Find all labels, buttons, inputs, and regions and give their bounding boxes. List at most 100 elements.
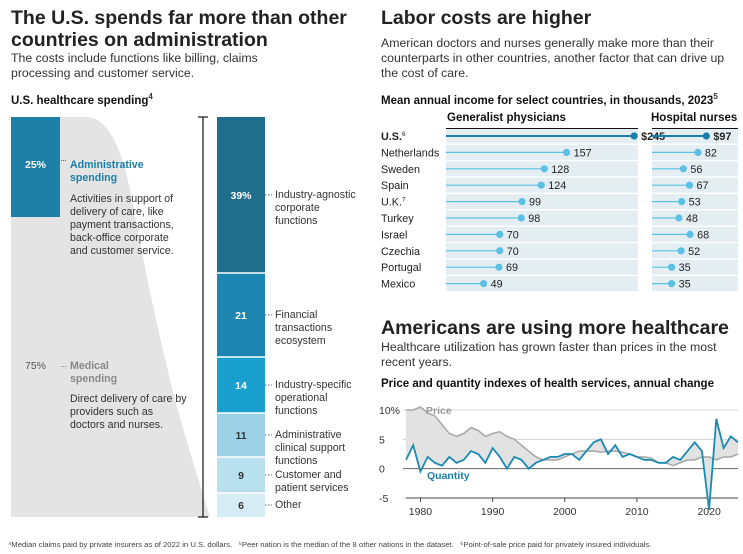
index-subtitle: Price and quantity indexes of health ser… (381, 378, 714, 390)
physician-dot (517, 214, 525, 222)
physician-track (446, 243, 638, 259)
physician-track (446, 226, 638, 242)
breakdown-value: 39% (230, 190, 252, 202)
country-label: Mexico (381, 279, 415, 291)
physician-value: 49 (491, 279, 503, 291)
nurse-value: 56 (690, 164, 702, 176)
nurse-dot (694, 148, 702, 156)
admin-bar (11, 117, 60, 217)
nurse-value: 35 (679, 279, 691, 291)
breakdown-bars: 39% 21 14 11 9 6 (217, 117, 272, 517)
nurse-value: 67 (697, 180, 709, 192)
breakdown-value: 14 (235, 380, 247, 392)
bottom-description: Healthcare utilization has grown faster … (381, 340, 717, 369)
nurse-value: 82 (705, 147, 717, 159)
x-tick: 1990 (481, 506, 505, 518)
nurse-track (652, 210, 738, 226)
breakdown-value: 9 (238, 470, 244, 482)
col-nurses: Hospital nurses (651, 112, 738, 124)
medical-bar (11, 217, 60, 517)
nurse-value: 68 (697, 229, 709, 241)
x-tick: 1980 (409, 506, 433, 518)
physician-value: 98 (528, 213, 540, 225)
x-tick: 2000 (553, 506, 577, 518)
footnote-5: ⁵Peer nation is the median of the 8 othe… (238, 540, 454, 549)
physician-dot (537, 181, 545, 189)
income-subtitle-text: Mean annual income for select countries,… (381, 94, 714, 107)
country-label: Sweden (381, 164, 420, 176)
admin-leader (61, 160, 66, 161)
physician-dot (540, 165, 548, 173)
breakdown-segment (217, 357, 265, 413)
left-subtitle: U.S. healthcare spending4 (11, 90, 153, 108)
breakdown-value: 21 (235, 310, 247, 322)
medical-label: Medical spending (70, 360, 118, 385)
breakdown-segment (217, 273, 265, 357)
medical-pct: 75% (24, 360, 46, 372)
physician-dot (518, 198, 526, 206)
col-physicians: Generalist physicians (447, 112, 566, 124)
left-subtitle-note: 4 (148, 92, 153, 101)
admin-pct: 25% (24, 159, 46, 171)
nurse-dot (668, 263, 676, 271)
right-description: American doctors and nurses generally ma… (381, 36, 725, 80)
nurse-track (652, 161, 738, 177)
country-label: Spain (381, 180, 409, 192)
physician-dot (496, 247, 504, 255)
breakdown-label: Administrative clinical support function… (275, 429, 346, 467)
nurse-dot (678, 198, 686, 206)
medical-description: Direct delivery of care by providers suc… (70, 393, 187, 431)
nurse-value: 52 (688, 246, 700, 258)
nurse-value: $97 (713, 131, 731, 143)
y-tick: 10% (379, 405, 400, 417)
nurse-value: 53 (689, 197, 701, 209)
breakdown-segment (217, 457, 265, 493)
breakdown-label: Customer and patient services (275, 469, 349, 494)
country-label: Portugal (381, 262, 421, 274)
income-subtitle-note: 5 (713, 92, 718, 101)
nurse-track (652, 226, 738, 242)
physician-dot (562, 148, 571, 156)
physician-value: 99 (529, 197, 541, 209)
physician-value: 70 (507, 229, 519, 241)
physician-value: 128 (551, 164, 569, 176)
physician-dot (495, 263, 503, 271)
admin-label: Administrative spending (70, 159, 144, 184)
nurse-value: 35 (679, 262, 691, 274)
bottom-title: Americans are using more healthcare (381, 317, 729, 339)
country-label: U.S.6 (381, 131, 406, 143)
nurse-dot (668, 280, 676, 288)
breakdown-label: Financial transactions ecosystem (275, 309, 333, 347)
nurse-track (652, 276, 738, 292)
nurse-track (652, 243, 738, 259)
medical-leader (61, 366, 66, 367)
physician-value: 124 (548, 180, 566, 192)
left-subtitle-text: U.S. healthcare spending (11, 94, 149, 107)
nurse-track (652, 259, 738, 275)
y-tick: 5 (379, 434, 385, 446)
index-chart: 10% 5 0 -5 1980 1990 2000 2010 2020 Price Quantity (379, 405, 739, 518)
breakdown-label: Industry-specific operational functions (275, 379, 352, 417)
physician-dot (630, 132, 638, 140)
country-label: U.K.7 (381, 197, 406, 209)
funnel-shape (60, 117, 210, 517)
country-label: Netherlands (381, 147, 440, 159)
breakdown-value: 6 (238, 500, 244, 512)
gap-area (406, 407, 738, 510)
footnote-4: ⁴Median claims paid by private insurers … (8, 540, 233, 549)
right-title: Labor costs are higher (381, 7, 592, 29)
breakdown-segment (217, 413, 265, 457)
physician-dot (480, 280, 488, 288)
country-note: 7 (402, 197, 406, 204)
nurse-track (652, 194, 738, 210)
breakdown-segment (217, 117, 265, 273)
nurse-dot (702, 132, 710, 140)
left-title: The U.S. spends far more than other coun… (11, 7, 347, 51)
nurse-dot (677, 247, 685, 255)
quantity-label: Quantity (427, 470, 470, 482)
quantity-line (405, 418, 739, 510)
physician-value: 69 (506, 262, 518, 274)
physician-track (446, 276, 638, 292)
price-label: Price (426, 405, 452, 417)
